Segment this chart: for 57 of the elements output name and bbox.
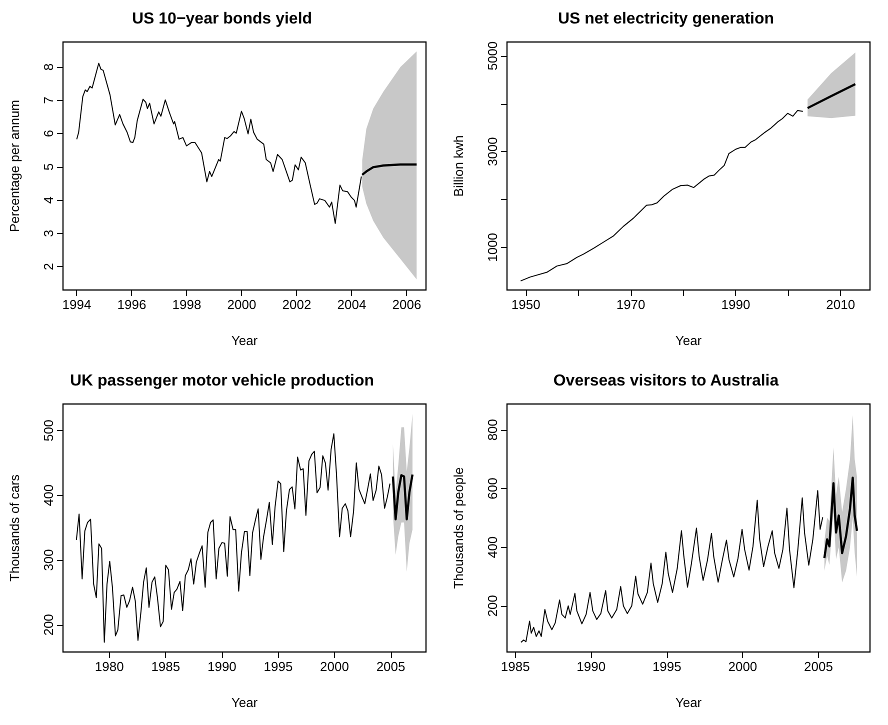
- y-tick-label: 200: [485, 595, 500, 617]
- y-tick-label: 400: [485, 536, 500, 558]
- line-series: [76, 433, 390, 643]
- x-tick-label: 1994: [62, 297, 92, 312]
- chart-title: US net electricity generation: [558, 10, 774, 28]
- y-tick-label: 6: [41, 130, 56, 138]
- y-axis-title: Thousands of cars: [7, 474, 22, 582]
- x-tick-label: 1990: [207, 659, 236, 674]
- y-tick-label: 3: [41, 230, 56, 238]
- y-axis-title: Thousands of people: [451, 467, 466, 589]
- y-tick-label: 500: [41, 420, 56, 442]
- x-tick-label: 2005: [804, 659, 833, 674]
- x-axis-title: Year: [231, 695, 258, 710]
- x-tick-label: 2004: [337, 297, 366, 312]
- x-tick-label: 1985: [500, 659, 530, 674]
- y-tick-label: 3000: [485, 137, 500, 166]
- x-axis-title: Year: [231, 333, 258, 348]
- x-tick-label: 2010: [826, 297, 856, 312]
- x-tick-label: 2006: [392, 297, 422, 312]
- x-tick-label: 1980: [94, 659, 124, 674]
- x-tick-label: 1950: [511, 297, 540, 312]
- line-series: [823, 476, 858, 560]
- y-tick-label: 800: [485, 418, 500, 441]
- x-axis-title: Year: [675, 695, 702, 710]
- x-tick-label: 1998: [172, 297, 202, 312]
- x-tick-label: 1995: [264, 659, 293, 674]
- y-tick-label: 4: [41, 196, 56, 204]
- x-tick-label: 2000: [227, 297, 256, 312]
- y-tick-label: 7: [41, 96, 56, 104]
- x-tick-label: 2000: [320, 659, 349, 674]
- chart-title: UK passenger motor vehicle production: [70, 372, 374, 390]
- y-tick-label: 1000: [485, 232, 500, 262]
- y-tick-label: 5: [41, 163, 56, 170]
- y-tick-label: 300: [41, 549, 56, 571]
- y-tick-label: 200: [41, 614, 56, 636]
- y-tick-label: 2: [41, 263, 56, 270]
- y-tick-label: 8: [41, 63, 56, 71]
- y-tick-label: 600: [485, 478, 500, 500]
- y-tick-label: 5000: [485, 41, 500, 70]
- y-axis-title: Billion kwh: [451, 135, 466, 197]
- x-axis-title: Year: [675, 333, 702, 348]
- x-tick-label: 1985: [151, 659, 180, 674]
- line-series: [520, 490, 824, 643]
- x-tick-label: 2000: [728, 659, 758, 674]
- x-tick-label: 1990: [721, 297, 750, 312]
- x-tick-label: 2002: [282, 297, 312, 312]
- chart-title: Overseas visitors to Australia: [553, 372, 779, 390]
- x-tick-label: 2005: [376, 659, 406, 674]
- x-tick-label: 1990: [576, 659, 606, 674]
- chart-title: US 10−year bonds yield: [132, 10, 312, 28]
- x-tick-label: 1970: [616, 297, 646, 312]
- y-axis-title: Percentage per annum: [7, 100, 22, 232]
- line-series: [520, 110, 804, 282]
- x-tick-label: 1996: [117, 297, 146, 312]
- y-tick-label: 400: [41, 484, 56, 506]
- line-series: [392, 473, 414, 520]
- x-tick-label: 1995: [652, 659, 682, 674]
